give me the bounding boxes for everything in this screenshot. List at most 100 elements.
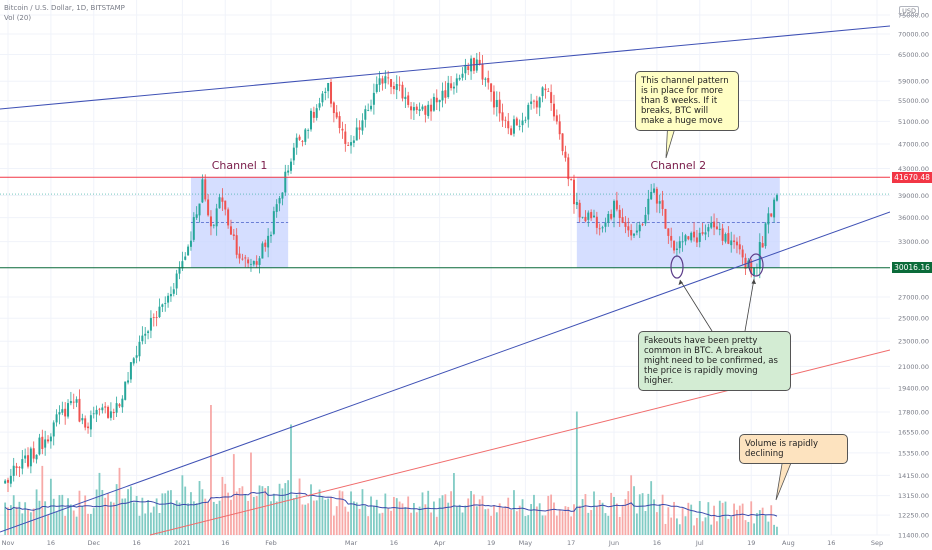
- volume-callout-pointer: [775, 457, 794, 501]
- volume-bar: [367, 516, 370, 535]
- candle-body: [387, 77, 390, 79]
- volume-bar: [678, 524, 681, 535]
- candle-body: [690, 232, 693, 241]
- candle-body: [361, 120, 364, 131]
- candle-body: [567, 157, 570, 180]
- candle-body: [207, 199, 210, 216]
- volume-bar: [741, 503, 744, 535]
- volume-bar: [41, 465, 44, 535]
- price-tick-label: 12250.00: [898, 512, 929, 520]
- candle-body: [610, 213, 613, 219]
- volume-bar: [264, 488, 267, 535]
- volume-bar: [84, 495, 87, 535]
- candle-body: [578, 202, 581, 218]
- price-tick-label: 43000.00: [898, 165, 929, 173]
- volume-bar: [332, 515, 335, 535]
- time-tick-label: Feb: [265, 539, 277, 547]
- candle-body: [49, 436, 52, 442]
- candle-body: [169, 294, 172, 297]
- volume-bar: [653, 499, 655, 535]
- volume-bar: [341, 491, 344, 535]
- volume-bar: [676, 518, 678, 535]
- candle-body: [615, 200, 618, 210]
- candle-body: [613, 200, 616, 218]
- support-price-tag: 30016.16: [892, 262, 932, 274]
- volume-bar: [490, 515, 492, 535]
- candle-body: [724, 234, 727, 242]
- candle-body: [704, 232, 707, 235]
- volume-bar: [81, 505, 84, 535]
- candle-body: [741, 249, 744, 258]
- candle-body: [384, 76, 387, 84]
- candle-body: [38, 437, 41, 455]
- candle-body: [138, 341, 141, 357]
- candle-body: [144, 333, 147, 336]
- candle-body: [367, 109, 370, 111]
- candle-body: [544, 88, 547, 91]
- currency-selector[interactable]: USD: [899, 6, 919, 16]
- volume-bar: [421, 492, 424, 535]
- volume-bar: [461, 512, 464, 535]
- candle-body: [115, 403, 118, 413]
- candle-body: [713, 221, 716, 228]
- candle-body: [212, 224, 215, 226]
- volume-bar: [555, 515, 558, 535]
- candle-body: [498, 99, 501, 114]
- volume-bar: [693, 525, 695, 535]
- volume-bar: [387, 508, 390, 535]
- price-tick-label: 23000.00: [898, 338, 929, 346]
- volume-bar: [307, 503, 310, 535]
- volume-bar: [521, 499, 524, 535]
- candle-body: [718, 228, 721, 230]
- volume-bar: [533, 494, 535, 535]
- candle-body: [421, 106, 424, 110]
- candle-body: [444, 90, 447, 98]
- candle-body: [547, 91, 550, 92]
- candle-body: [524, 119, 527, 121]
- volume-bar: [181, 475, 184, 535]
- volume-bar: [707, 502, 710, 535]
- candle-body: [450, 83, 453, 89]
- candle-body: [149, 317, 152, 331]
- candle-body: [161, 304, 164, 307]
- price-tick-label: 59000.00: [898, 78, 929, 86]
- candle-body: [370, 105, 373, 110]
- candle-body: [12, 465, 15, 476]
- candle-body: [475, 59, 478, 71]
- volume-bar: [49, 478, 52, 535]
- volume-bar: [212, 501, 215, 535]
- candle-body: [104, 406, 107, 408]
- candle-body: [570, 179, 573, 180]
- volume-bar: [413, 503, 415, 535]
- candle-body: [418, 109, 421, 111]
- volume-bar: [535, 506, 538, 535]
- volume-bar: [278, 483, 281, 535]
- volume-bar: [756, 513, 758, 535]
- candle-body: [295, 137, 298, 148]
- candle-body: [195, 214, 198, 218]
- volume-bar: [504, 506, 507, 535]
- volume-bar: [224, 483, 227, 535]
- candle-body: [318, 103, 321, 108]
- candle-body: [312, 111, 315, 118]
- volume-bar: [753, 523, 755, 535]
- volume-bar: [352, 501, 355, 535]
- candle-body: [232, 234, 235, 236]
- candle-body: [521, 120, 524, 126]
- price-tick-label: 17800.00: [898, 408, 929, 416]
- price-tick-label: 11400.00: [898, 532, 929, 540]
- fakeout-ellipse-2: [748, 253, 764, 277]
- volume-bar: [335, 506, 338, 535]
- candle-body: [430, 104, 433, 112]
- volume-bar: [658, 504, 661, 535]
- candle-body: [512, 119, 515, 134]
- candle-body: [598, 228, 601, 230]
- volume-bar: [315, 500, 318, 535]
- volume-bar: [727, 518, 730, 535]
- volume-bar: [570, 516, 573, 535]
- volume-bar: [696, 517, 698, 535]
- candle-body: [284, 171, 287, 193]
- volume-bar: [761, 507, 764, 535]
- candle-body: [164, 303, 167, 304]
